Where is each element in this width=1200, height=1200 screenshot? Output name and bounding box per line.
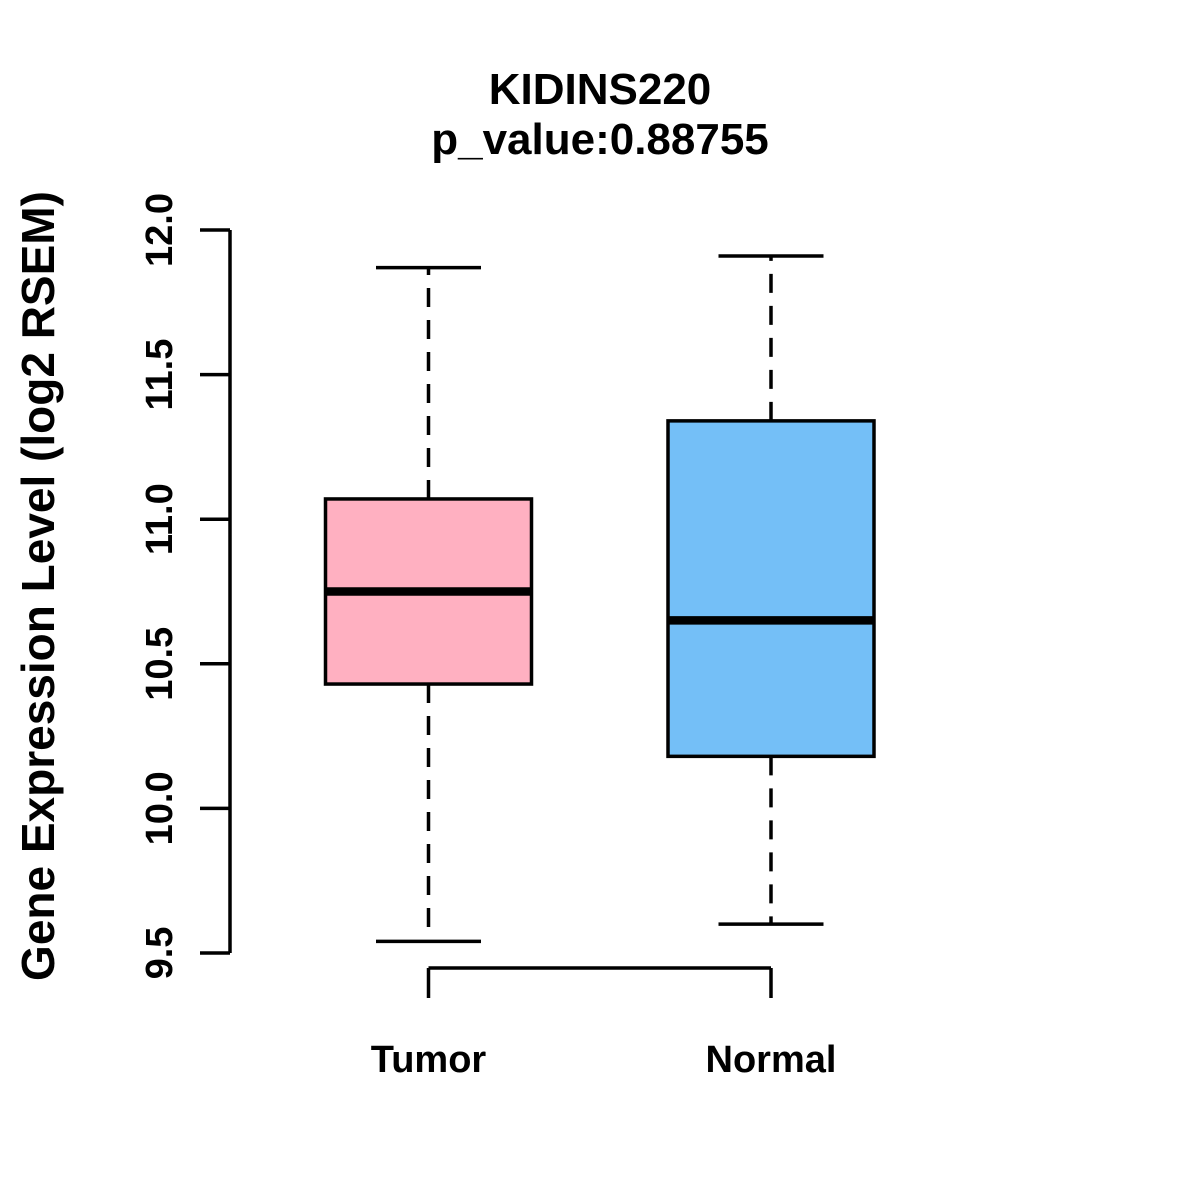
chart-subtitle: p_value:0.88755 [431, 115, 769, 164]
y-axis-label: Gene Expression Level (log2 RSEM) [12, 191, 64, 981]
x-tick-label: Tumor [371, 1039, 487, 1081]
y-tick-label: 12.0 [139, 193, 181, 267]
normal-box [666, 419, 876, 759]
y-tick-label: 10.0 [139, 771, 181, 845]
y-tick-label: 11.0 [139, 483, 181, 555]
y-tick-label: 11.5 [139, 339, 181, 411]
y-tick-label: 9.5 [139, 927, 181, 980]
y-tick-label: 10.5 [139, 627, 181, 701]
x-tick-label: Normal [706, 1039, 837, 1081]
chart-title: KIDINS220 [488, 65, 712, 114]
